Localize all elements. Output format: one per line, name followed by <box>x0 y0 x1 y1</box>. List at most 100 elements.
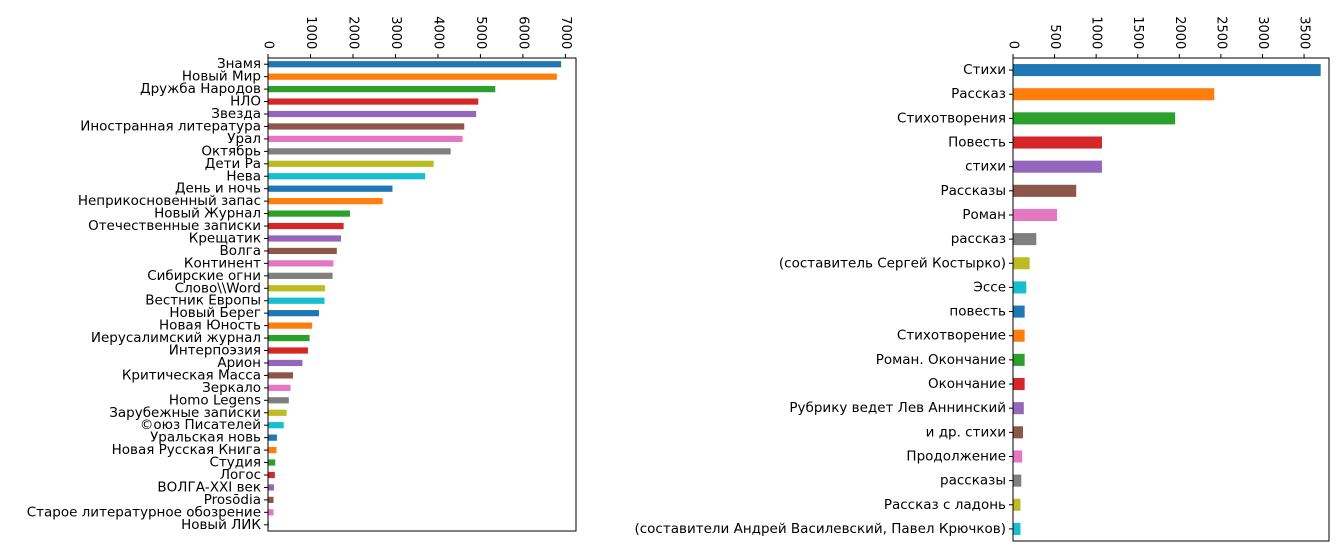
bar <box>1013 184 1077 197</box>
category-label: Новый Мир <box>182 69 261 85</box>
category-label: Зеркало <box>202 380 261 396</box>
category-label: Знамя <box>217 56 261 72</box>
bar <box>268 484 274 491</box>
bar <box>268 322 313 329</box>
genres-chart: Стихи Рассказ Стихотворения Повесть стихи Рас… <box>634 16 1330 542</box>
bar <box>268 496 274 503</box>
category-label: ВОЛГА-XXI век <box>157 479 261 495</box>
category-label: Слово\\Word <box>175 280 261 296</box>
bar <box>268 446 277 454</box>
category-label: Студия <box>209 455 261 471</box>
category-label: Иерусалимский журнал <box>91 330 261 346</box>
category-label: рассказ <box>951 231 1006 247</box>
bar <box>1013 112 1176 125</box>
category-label: Повесть <box>948 135 1006 151</box>
category-label: Дети Ра <box>205 156 261 172</box>
category-label: Уральская новь <box>150 430 261 446</box>
bar <box>1013 522 1021 535</box>
bar <box>1013 402 1024 415</box>
bar <box>268 422 284 429</box>
category-label: Homo Legens <box>169 392 261 408</box>
bar <box>268 98 479 105</box>
bar <box>268 247 337 255</box>
bar <box>1013 208 1058 222</box>
bar <box>268 123 465 130</box>
bar <box>268 409 287 416</box>
bar <box>268 260 334 267</box>
bar <box>268 434 277 441</box>
bar <box>268 185 393 192</box>
bar <box>268 235 342 242</box>
category-label: Рассказ с ладонь <box>884 497 1006 513</box>
category-label: Роман <box>962 207 1006 223</box>
x-tick-label: 3000 <box>388 16 403 49</box>
bar <box>268 459 276 466</box>
category-label: Окончание <box>928 376 1006 392</box>
bar <box>268 372 294 379</box>
category-label: Крещатик <box>189 230 261 246</box>
x-tick-label: 3500 <box>1297 16 1312 49</box>
category-label: Эссе <box>973 279 1006 295</box>
bar <box>268 148 451 155</box>
bar <box>1013 88 1215 101</box>
category-label: и др. стихи <box>926 424 1006 440</box>
bar <box>268 73 557 80</box>
bar <box>1013 474 1022 487</box>
category-label: Континент <box>184 255 261 271</box>
category-label: Новая Русская Книга <box>112 442 261 458</box>
category-label: Звезда <box>211 106 261 122</box>
x-tick-label: 6000 <box>515 16 530 49</box>
category-label: Урал <box>227 131 261 147</box>
bar <box>268 110 477 118</box>
bar <box>268 384 291 391</box>
category-label: Волга <box>219 243 261 259</box>
category-label: Сибирские огни <box>147 268 261 284</box>
bar <box>268 222 344 230</box>
category-label: (составитель Сергей Костырко) <box>779 255 1006 271</box>
category-label: Новый Журнал <box>154 206 261 222</box>
x-tick-label: 5000 <box>473 16 488 49</box>
category-label: Рассказ <box>951 86 1006 102</box>
plot-frame <box>267 57 577 532</box>
category-label: День и ночь <box>175 181 261 197</box>
category-label: НЛО <box>230 94 261 110</box>
bar <box>268 334 310 342</box>
x-tick-label: 1000 <box>1089 16 1104 49</box>
category-label: Роман. Окончание <box>876 352 1006 368</box>
bar <box>268 397 289 404</box>
x-tick-label: 1000 <box>303 16 318 49</box>
bar <box>1013 353 1025 366</box>
plot-frame <box>1012 57 1330 542</box>
category-label: Рассказы <box>940 183 1006 199</box>
category-label: Рубрику ведет Лев Аннинский <box>789 400 1006 416</box>
category-label: ©оюз Писателей <box>140 417 261 433</box>
category-label: Новый ЛИК <box>181 517 261 533</box>
x-tick-label: 2000 <box>1172 16 1187 49</box>
bar <box>1013 64 1321 77</box>
bar <box>268 359 303 367</box>
bar <box>1013 450 1023 463</box>
category-label: Отечественные записки <box>88 218 261 234</box>
bar <box>1013 498 1021 511</box>
bar <box>268 160 434 167</box>
category-label: Старое литературное обозрение <box>27 504 261 520</box>
x-tick-label: 3000 <box>1255 16 1270 49</box>
bar <box>1013 136 1102 149</box>
x-tick-label: 2000 <box>345 16 360 49</box>
category-label: Продолжение <box>906 448 1006 464</box>
category-label: Дружба Народов <box>140 81 261 97</box>
category-label: Новая Юность <box>159 318 261 334</box>
x-tick-label: 0 <box>261 41 276 49</box>
bar <box>268 509 274 516</box>
bar <box>1013 426 1023 439</box>
category-label: Критическая Масса <box>122 367 261 383</box>
x-tick-label: 500 <box>1047 24 1062 49</box>
bar <box>268 471 275 479</box>
category-label: (составители Андрей Василевский, Павел К… <box>634 521 1006 537</box>
bar <box>268 210 350 217</box>
bar <box>268 61 562 68</box>
category-label: Октябрь <box>201 143 261 159</box>
x-tick-label: 1500 <box>1130 16 1145 49</box>
